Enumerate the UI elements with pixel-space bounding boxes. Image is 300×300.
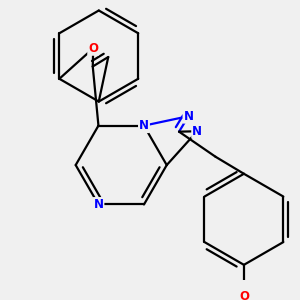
Text: N: N	[93, 198, 103, 211]
Text: O: O	[88, 42, 98, 55]
Text: O: O	[239, 290, 249, 300]
Text: N: N	[139, 119, 149, 132]
Text: N: N	[184, 110, 194, 123]
Text: N: N	[192, 125, 202, 138]
